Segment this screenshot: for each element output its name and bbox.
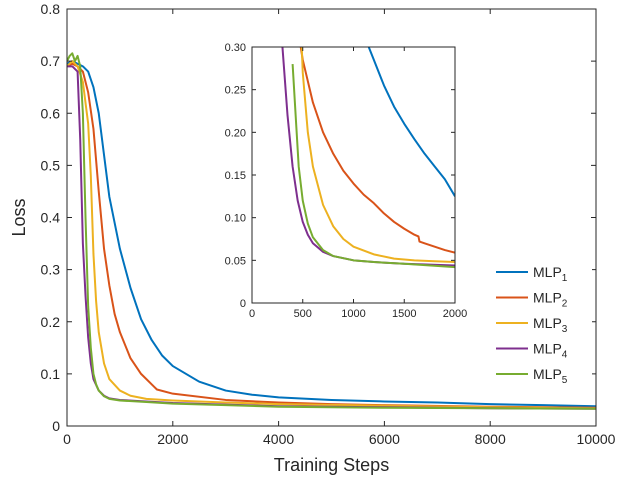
legend-label-subscript: 3 (562, 324, 568, 335)
main-y-tick-label: 0.6 (41, 105, 61, 121)
main-x-tick-label: 0 (63, 431, 71, 447)
inset-y-tick-label: 0.25 (225, 85, 246, 97)
inset-series-mlp3 (300, 47, 455, 264)
inset-y-tick-label: 0.15 (225, 170, 246, 182)
legend-label-mlp3: MLP3 (533, 315, 568, 335)
inset-y-tick-label: 0.20 (225, 127, 246, 139)
legend-label-subscript: 4 (562, 350, 568, 361)
legend-label-subscript: 2 (562, 299, 568, 310)
legend-label-main: MLP (533, 290, 562, 306)
main-x-tick-label: 10000 (577, 431, 616, 447)
main-y-tick-label: 0 (52, 418, 60, 434)
legend-label-main: MLP (533, 315, 562, 331)
legend-label-subscript: 1 (562, 273, 568, 284)
inset-x-tick-label: 500 (294, 308, 312, 320)
inset-x-tick-label: 2000 (443, 308, 467, 320)
main-x-tick-label: 8000 (475, 431, 506, 447)
legend-label-main: MLP (533, 366, 562, 382)
inset-y-tick-label: 0.30 (225, 42, 246, 54)
inset-series-mlp5 (291, 64, 455, 269)
legend-label-mlp5: MLP5 (533, 366, 568, 386)
main-y-axis-title: Loss (9, 198, 29, 236)
inset-series-group (281, 47, 455, 269)
legend-label-mlp1: MLP1 (533, 264, 568, 284)
main-y-tick-label: 0.1 (41, 366, 61, 382)
legend-label-mlp2: MLP2 (533, 290, 568, 310)
main-x-tick-label: 2000 (157, 431, 188, 447)
inset-y-tick-label: 0 (240, 298, 246, 310)
main-y-tick-label: 0.8 (41, 1, 61, 17)
legend-label-mlp4: MLP4 (533, 341, 568, 361)
main-y-tick-label: 0.5 (41, 157, 61, 173)
main-x-tick-label: 6000 (369, 431, 400, 447)
legend-label-subscript: 5 (562, 375, 568, 386)
main-series-group (67, 52, 596, 410)
inset-series-mlp1 (367, 47, 455, 197)
main-y-tick-label: 0.2 (41, 314, 61, 330)
main-y-tick-label: 0.4 (41, 210, 61, 226)
main-series-mlp1 (67, 60, 596, 408)
main-y-tick-label: 0.3 (41, 262, 61, 278)
inset-y-tick-label: 0.05 (225, 255, 246, 267)
legend-box (492, 262, 592, 390)
main-series-mlp3 (67, 60, 596, 410)
main-y-tick-label: 0.7 (41, 53, 61, 69)
main-x-tick-label: 4000 (263, 431, 294, 447)
main-series-mlp2 (67, 62, 596, 409)
main-series-mlp5 (67, 52, 596, 410)
legend-label-main: MLP (533, 341, 562, 357)
inset-x-tick-label: 1000 (341, 308, 365, 320)
inset-y-tick-label: 0.10 (225, 213, 246, 225)
inset-x-tick-label: 1500 (392, 308, 416, 320)
legend-label-main: MLP (533, 264, 562, 280)
inset-plot: 0 500 1000 1500 2000 0 0.05 0.10 0.15 0.20 0.25 0.3… (225, 42, 468, 320)
inset-x-tick-label: 0 (249, 308, 255, 320)
inset-series-mlp2 (299, 47, 455, 254)
main-x-axis-title: Training Steps (274, 455, 389, 475)
